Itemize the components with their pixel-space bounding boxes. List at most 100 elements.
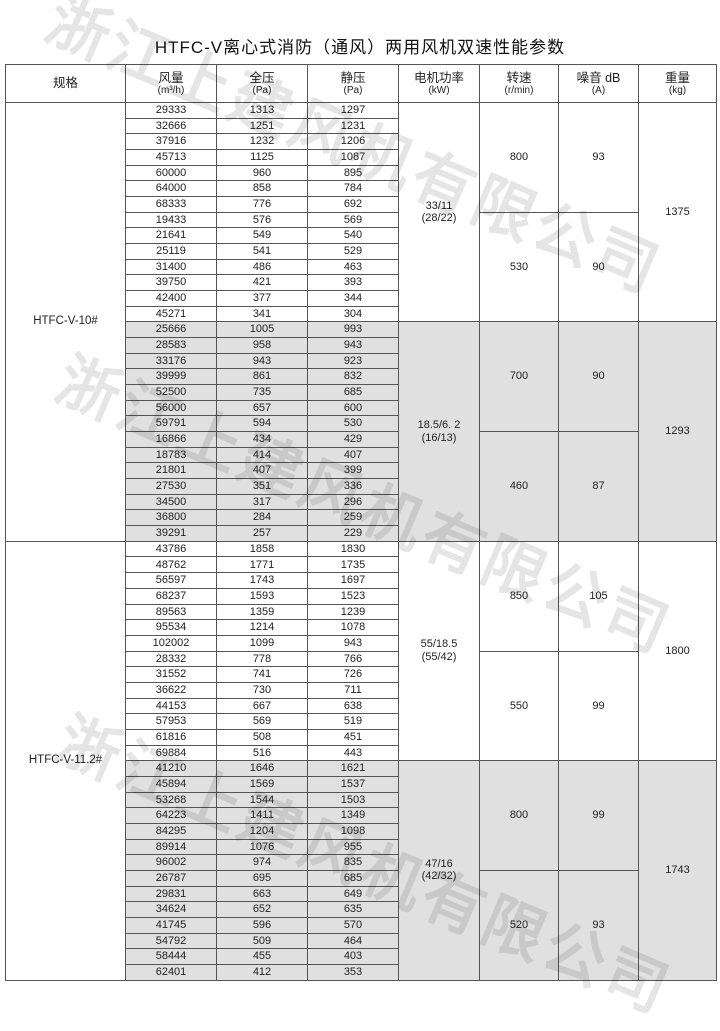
total-pressure-cell: 1771 xyxy=(216,556,308,574)
total-pressure-cell: 776 xyxy=(216,196,308,213)
table-row: 62401 412 353 xyxy=(6,963,717,981)
airflow-cell: 56000 xyxy=(125,399,217,417)
airflow-cell: 21641 xyxy=(125,227,217,245)
total-pressure-cell: 486 xyxy=(216,258,308,276)
column-header: 全压 (Pa) xyxy=(216,64,308,103)
static-pressure-cell: 429 xyxy=(307,431,399,448)
airflow-cell: 60000 xyxy=(125,164,217,182)
motor-power-sub: (28/22) xyxy=(421,212,457,225)
total-pressure-cell: 317 xyxy=(216,493,308,511)
static-pressure-cell: 1098 xyxy=(307,822,399,840)
airflow-cell: 34500 xyxy=(125,493,217,511)
total-pressure-cell: 652 xyxy=(216,901,308,918)
static-pressure-cell: 835 xyxy=(307,854,399,871)
static-pressure-cell: 403 xyxy=(307,948,399,965)
column-header-unit: (r/min) xyxy=(504,84,534,96)
total-pressure-cell: 1569 xyxy=(216,775,308,793)
noise-cell: 87 xyxy=(558,431,639,542)
total-pressure-cell: 657 xyxy=(216,399,308,417)
static-pressure-cell: 529 xyxy=(307,243,399,260)
static-pressure-cell: 1087 xyxy=(307,149,399,166)
static-pressure-cell: 1537 xyxy=(307,775,399,793)
airflow-cell: 34624 xyxy=(125,901,217,918)
airflow-cell: 39291 xyxy=(125,525,217,542)
total-pressure-cell: 1593 xyxy=(216,587,308,605)
motor-power-sub: (42/32) xyxy=(421,870,457,883)
speed-cell: 520 xyxy=(479,869,559,981)
total-pressure-cell: 576 xyxy=(216,211,308,229)
motor-power-cell: 55/18.5 (55/42) xyxy=(398,540,480,762)
airflow-cell: 62401 xyxy=(125,963,217,981)
table-row: 42400 377 344 xyxy=(6,290,717,307)
static-pressure-cell: 464 xyxy=(307,932,399,950)
noise-cell: 90 xyxy=(558,211,639,323)
total-pressure-cell: 1743 xyxy=(216,572,308,589)
static-pressure-cell: 923 xyxy=(307,352,399,370)
airflow-cell: 31552 xyxy=(125,666,217,683)
table-row: HTFC-V-11.2# 43786 1858 1830 55/18.5 (55/42) 8… xyxy=(5,540,717,981)
table-row: 68237 1593 1523 xyxy=(6,587,717,605)
column-header-unit: (kg) xyxy=(668,84,687,96)
airflow-cell: 95534 xyxy=(125,619,217,636)
static-pressure-cell: 766 xyxy=(307,650,399,668)
airflow-cell: 41210 xyxy=(125,760,217,777)
airflow-cell: 45713 xyxy=(125,149,217,166)
motor-power-sub: (55/42) xyxy=(421,651,457,664)
total-pressure-cell: 351 xyxy=(216,478,308,495)
total-pressure-cell: 1313 xyxy=(216,102,308,119)
airflow-cell: 26787 xyxy=(125,869,217,887)
table-row: HTFC-V-10# 29333 1313 1297 33/11 (28/22) 800 93… xyxy=(5,101,717,542)
total-pressure-cell: 434 xyxy=(216,431,308,448)
table-row: 84295 1204 1098 xyxy=(6,822,717,840)
total-pressure-cell: 1076 xyxy=(216,838,308,856)
table-row: 56597 1743 1697 xyxy=(6,572,717,589)
airflow-cell: 84295 xyxy=(125,822,217,840)
static-pressure-cell: 692 xyxy=(307,196,399,213)
column-header-unit: (A) xyxy=(591,84,606,96)
total-pressure-cell: 341 xyxy=(216,305,308,323)
static-pressure-cell: 1349 xyxy=(307,807,399,824)
total-pressure-cell: 412 xyxy=(216,963,308,981)
airflow-cell: 36622 xyxy=(125,681,217,699)
static-pressure-cell: 685 xyxy=(307,384,399,401)
table-row: 41210 1646 1621 47/16 (42/32) 800 99 1743 xyxy=(6,760,717,981)
speed-cell: 800 xyxy=(479,102,559,213)
static-pressure-cell: 635 xyxy=(307,901,399,918)
airflow-cell: 39999 xyxy=(125,368,217,386)
total-pressure-cell: 943 xyxy=(216,352,308,370)
airflow-cell: 64223 xyxy=(125,807,217,824)
noise-cell: 93 xyxy=(558,869,639,981)
total-pressure-cell: 778 xyxy=(216,650,308,668)
table-row: 64223 1411 1349 xyxy=(6,807,717,824)
airflow-cell: 16866 xyxy=(125,431,217,448)
static-pressure-cell: 1503 xyxy=(307,791,399,809)
noise-cell: 99 xyxy=(558,760,639,871)
table-row: 33176 943 923 xyxy=(6,352,717,370)
airflow-cell: 58444 xyxy=(125,948,217,965)
total-pressure-cell: 960 xyxy=(216,164,308,182)
total-pressure-cell: 861 xyxy=(216,368,308,386)
total-pressure-cell: 730 xyxy=(216,681,308,699)
static-pressure-cell: 1830 xyxy=(307,540,399,558)
airflow-cell: 68237 xyxy=(125,587,217,605)
table-row: 25119 541 529 xyxy=(6,243,717,260)
table-row: 95534 1214 1078 xyxy=(6,619,717,636)
column-header-label: 噪音 dB xyxy=(576,70,621,85)
airflow-cell: 28332 xyxy=(125,650,217,668)
static-pressure-cell: 600 xyxy=(307,399,399,417)
motor-power: 55/18.5 xyxy=(420,638,458,651)
airflow-cell: 41745 xyxy=(125,916,217,934)
airflow-cell: 18783 xyxy=(125,446,217,464)
total-pressure-cell: 958 xyxy=(216,337,308,354)
static-pressure-cell: 259 xyxy=(307,509,399,527)
table-row: 16866 434 429 460 87 xyxy=(6,431,717,542)
total-pressure-cell: 663 xyxy=(216,885,308,903)
static-pressure-cell: 1239 xyxy=(307,603,399,621)
airflow-cell: 54792 xyxy=(125,932,217,950)
airflow-cell: 37916 xyxy=(125,133,217,151)
total-pressure-cell: 455 xyxy=(216,948,308,965)
total-pressure-cell: 421 xyxy=(216,274,308,292)
noise-cell: 90 xyxy=(558,321,639,433)
airflow-cell: 89563 xyxy=(125,603,217,621)
total-pressure-cell: 549 xyxy=(216,227,308,245)
